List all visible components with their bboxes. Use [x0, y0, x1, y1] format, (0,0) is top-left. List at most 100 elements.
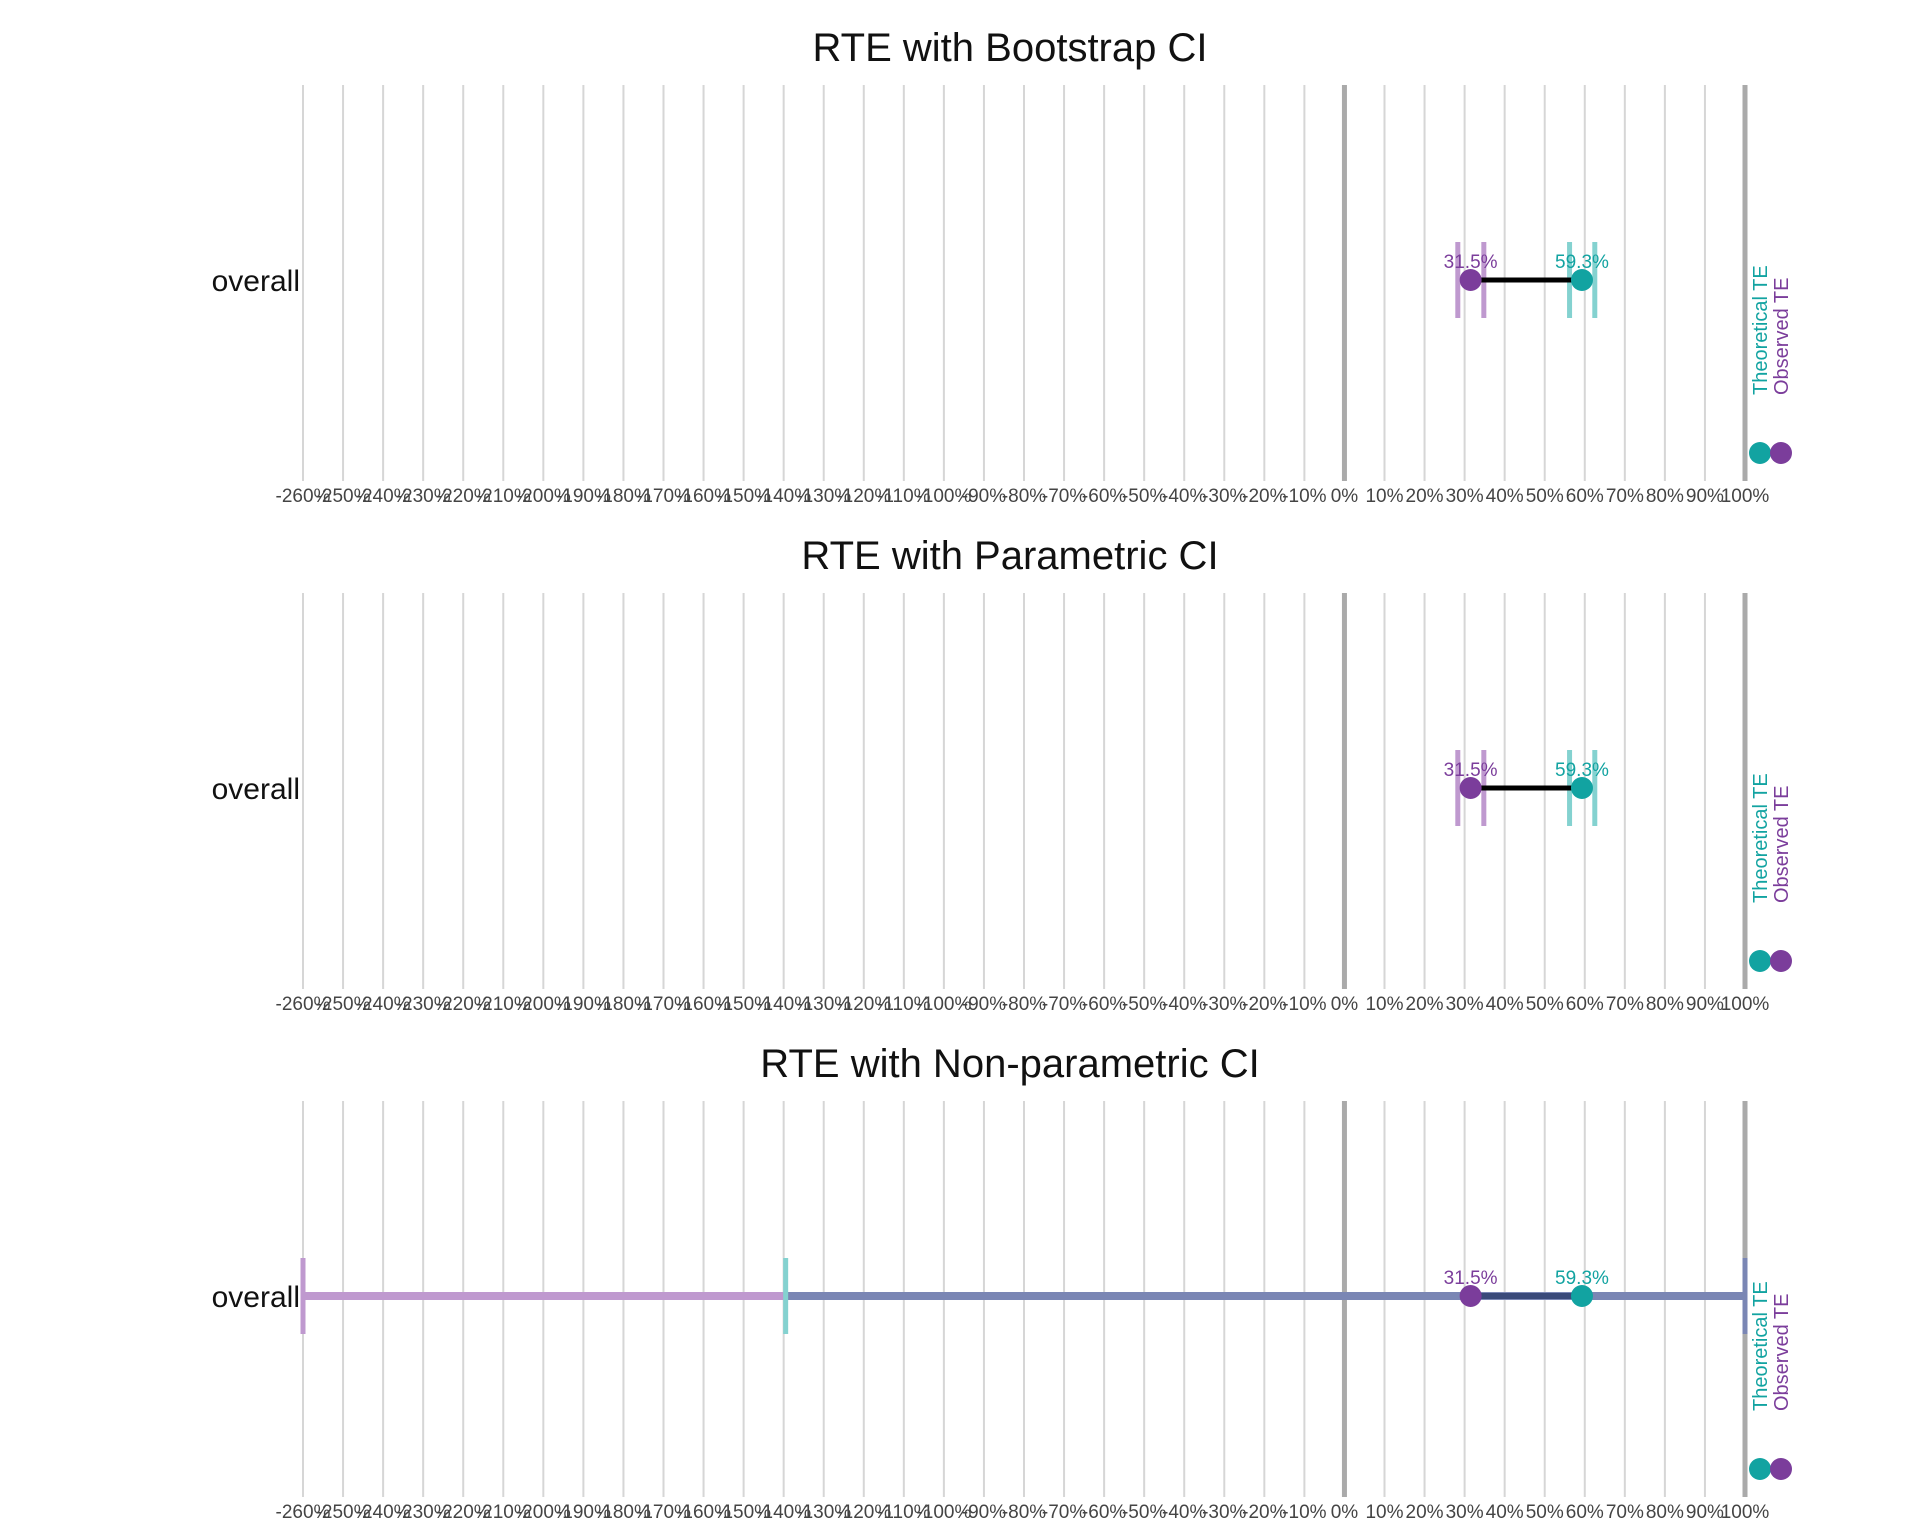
- x-tick-label: -180%: [596, 486, 651, 507]
- x-tick-label: -20%: [1242, 1502, 1286, 1523]
- x-tick-label: -200%: [516, 486, 571, 507]
- x-tick-label: -130%: [796, 1502, 851, 1523]
- x-tick-label: 10%: [1365, 1502, 1403, 1523]
- x-tick-label: -260%: [276, 994, 331, 1015]
- legend-dot-theoretical: [1749, 1458, 1771, 1480]
- x-tick-label: 30%: [1446, 994, 1484, 1015]
- x-tick-label: -90%: [962, 486, 1006, 507]
- legend-dot-theoretical: [1749, 442, 1771, 464]
- panel-2: RTE with Parametric CI -260%-250%-240%-23…: [212, 534, 1793, 1015]
- panel-3: RTE with Non-parametric CI -260%-250%-240…: [212, 1042, 1793, 1523]
- observed-value-label: 31.5%: [1444, 760, 1498, 781]
- x-tick-label: -250%: [316, 486, 371, 507]
- x-tick-label: -260%: [276, 486, 331, 507]
- x-tick-label: -170%: [636, 486, 691, 507]
- x-tick-label: -30%: [1202, 1502, 1246, 1523]
- legend-label-observed: Observed TE: [1771, 1294, 1793, 1411]
- row-label: overall: [212, 773, 300, 806]
- legend-label-theoretical: Theoretical TE: [1750, 265, 1772, 395]
- x-tick-label: -100%: [916, 486, 971, 507]
- observed-value-label: 31.5%: [1444, 252, 1498, 273]
- x-tick-label: -150%: [716, 1502, 771, 1523]
- x-tick-label: 80%: [1646, 486, 1684, 507]
- x-tick-label: -70%: [1042, 1502, 1086, 1523]
- x-tick-label: -90%: [962, 1502, 1006, 1523]
- x-tick-label: 30%: [1446, 486, 1484, 507]
- x-tick-label: 40%: [1486, 486, 1524, 507]
- row-label: overall: [212, 265, 300, 298]
- x-tick-label: -260%: [276, 1502, 331, 1523]
- x-tick-label: -200%: [516, 994, 571, 1015]
- x-tick-label: -250%: [316, 994, 371, 1015]
- x-tick-label: -40%: [1162, 486, 1206, 507]
- x-tick-label: -190%: [556, 994, 611, 1015]
- x-tick-label: -60%: [1082, 486, 1126, 507]
- x-tick-label: -180%: [596, 1502, 651, 1523]
- x-tick-label: -120%: [836, 1502, 891, 1523]
- x-tick-label: 10%: [1365, 486, 1403, 507]
- x-tick-label: 20%: [1406, 1502, 1444, 1523]
- legend-dot-observed: [1770, 950, 1792, 972]
- legend-dot-theoretical: [1749, 950, 1771, 972]
- x-tick-label: 50%: [1526, 486, 1564, 507]
- x-tick-label: 60%: [1566, 1502, 1604, 1523]
- x-tick-label: -210%: [476, 486, 531, 507]
- x-tick-label: -160%: [676, 994, 731, 1015]
- x-tick-label: -190%: [556, 486, 611, 507]
- x-tick-label: -130%: [796, 994, 851, 1015]
- legend-label-observed: Observed TE: [1771, 786, 1793, 903]
- x-tick-label: 70%: [1606, 1502, 1644, 1523]
- x-tick-label: 90%: [1686, 486, 1724, 507]
- x-tick-label: -180%: [596, 994, 651, 1015]
- panel-title: RTE with Bootstrap CI: [813, 26, 1208, 70]
- x-tick-label: 90%: [1686, 1502, 1724, 1523]
- theoretical-point: [1570, 1285, 1593, 1307]
- x-tick-label: 30%: [1446, 1502, 1484, 1523]
- x-tick-label: -100%: [916, 1502, 971, 1523]
- observed-value-label: 31.5%: [1444, 1268, 1498, 1289]
- legend-label-observed: Observed TE: [1771, 278, 1793, 395]
- x-tick-label: -200%: [516, 1502, 571, 1523]
- x-tick-label: 0%: [1331, 1502, 1359, 1523]
- x-tick-label: 0%: [1331, 994, 1359, 1015]
- x-tick-label: 0%: [1331, 486, 1359, 507]
- x-tick-label: -220%: [436, 1502, 491, 1523]
- x-tick-label: -160%: [676, 486, 731, 507]
- x-tick-label: -190%: [556, 1502, 611, 1523]
- x-tick-label: 20%: [1406, 994, 1444, 1015]
- x-tick-label: -230%: [396, 1502, 451, 1523]
- x-tick-label: -140%: [756, 486, 811, 507]
- x-tick-label: -240%: [356, 486, 411, 507]
- x-tick-label: -100%: [916, 994, 971, 1015]
- x-tick-label: 80%: [1646, 1502, 1684, 1523]
- theoretical-value-label: 59.3%: [1555, 252, 1609, 273]
- x-tick-label: 80%: [1646, 994, 1684, 1015]
- row-label: overall: [212, 1281, 300, 1314]
- x-tick-label: -140%: [756, 1502, 811, 1523]
- panel-title: RTE with Parametric CI: [801, 534, 1218, 578]
- x-tick-label: -230%: [396, 486, 451, 507]
- x-tick-label: -40%: [1162, 994, 1206, 1015]
- x-tick-label: -230%: [396, 994, 451, 1015]
- x-tick-label: 50%: [1526, 994, 1564, 1015]
- x-tick-label: -30%: [1202, 994, 1246, 1015]
- x-tick-label: 10%: [1365, 994, 1403, 1015]
- panel-1: RTE with Bootstrap CI -260%-250%-240%-230…: [212, 26, 1793, 507]
- x-tick-label: 70%: [1606, 486, 1644, 507]
- x-tick-label: -10%: [1282, 994, 1326, 1015]
- x-tick-label: -20%: [1242, 486, 1286, 507]
- x-tick-label: -120%: [836, 994, 891, 1015]
- x-tick-label: -60%: [1082, 994, 1126, 1015]
- x-tick-label: -40%: [1162, 1502, 1206, 1523]
- x-tick-label: 60%: [1566, 486, 1604, 507]
- x-tick-label: 100%: [1721, 486, 1770, 507]
- x-tick-label: -10%: [1282, 486, 1326, 507]
- x-tick-label: -140%: [756, 994, 811, 1015]
- x-tick-label: -50%: [1122, 994, 1166, 1015]
- x-tick-label: 50%: [1526, 1502, 1564, 1523]
- x-tick-label: -160%: [676, 1502, 731, 1523]
- x-tick-label: 40%: [1486, 1502, 1524, 1523]
- theoretical-point: [1570, 777, 1593, 799]
- x-tick-label: -110%: [877, 1502, 931, 1523]
